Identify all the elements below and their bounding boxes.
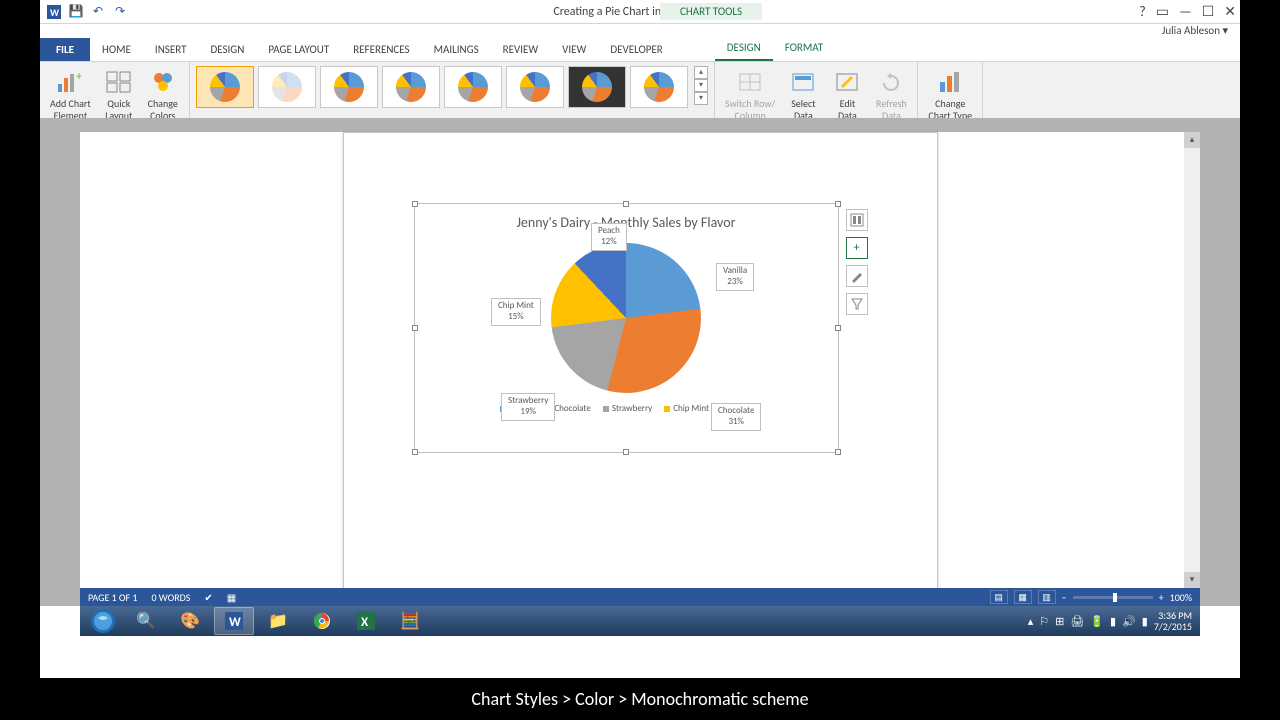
close-icon[interactable]: ✕: [1224, 3, 1236, 20]
chart-object[interactable]: Jenny's Dairy - Monthly Sales by Flavor …: [414, 203, 839, 453]
switch-row-column-button: Switch Row/ Column: [721, 66, 779, 124]
excel-icon[interactable]: X: [346, 607, 386, 635]
word-icon: W: [46, 4, 62, 20]
taskbar: 🔍 🎨 W 📁 X 🧮 ▴ ⚐ ⊞ 🖨 🔋 ▮ 🔊 ▮ 3:36 PM 7/2/…: [80, 606, 1200, 636]
tab-file[interactable]: FILE: [40, 38, 90, 61]
data-label-chocolate[interactable]: Chocolate31%: [711, 403, 761, 431]
chart-style-4[interactable]: [382, 66, 440, 108]
explorer-icon[interactable]: 📁: [258, 607, 298, 635]
chart-style-2[interactable]: [258, 66, 316, 108]
tab-page-layout[interactable]: PAGE LAYOUT: [256, 38, 341, 61]
zoom-level[interactable]: 100%: [1170, 591, 1192, 604]
page-indicator[interactable]: PAGE 1 OF 1: [88, 591, 137, 604]
magnifier-icon[interactable]: 🔍: [126, 607, 166, 635]
word-count[interactable]: 0 WORDS: [151, 591, 190, 604]
print-layout-icon[interactable]: ▦: [1014, 590, 1032, 604]
svg-text:+: +: [76, 70, 82, 84]
spellcheck-icon[interactable]: ✔: [204, 591, 212, 604]
help-icon[interactable]: ?: [1139, 3, 1146, 20]
tab-design[interactable]: DESIGN: [198, 38, 256, 61]
zoom-slider[interactable]: [1073, 596, 1153, 599]
chart-elements-icon[interactable]: +: [846, 237, 868, 259]
tab-references[interactable]: REFERENCES: [341, 38, 421, 61]
svg-text:W: W: [50, 6, 60, 19]
paint-icon[interactable]: 🎨: [170, 607, 210, 635]
redo-icon[interactable]: ↷: [112, 4, 128, 20]
tab-home[interactable]: HOME: [90, 38, 143, 61]
chart-filters-icon[interactable]: [846, 293, 868, 315]
tray-icon[interactable]: ⊞: [1055, 615, 1064, 628]
tab-developer[interactable]: DEVELOPER: [598, 38, 674, 61]
start-button[interactable]: [84, 607, 122, 635]
video-caption: Chart Styles > Color > Monochromatic sch…: [0, 678, 1280, 720]
gallery-up-icon[interactable]: ▴: [694, 66, 708, 79]
pie-chart[interactable]: [551, 243, 701, 393]
save-icon[interactable]: 💾: [68, 4, 84, 20]
tray-icon[interactable]: ⚐: [1039, 615, 1049, 628]
vertical-scrollbar[interactable]: ▴ ▾: [1184, 132, 1200, 588]
tray-icon[interactable]: 🖨: [1070, 615, 1084, 628]
user-name[interactable]: Julia Ableson: [1162, 24, 1220, 37]
minimize-icon[interactable]: —: [1179, 3, 1192, 20]
data-label-peach[interactable]: Peach12%: [591, 223, 627, 251]
macro-icon[interactable]: ▦: [227, 591, 236, 604]
tab-insert[interactable]: INSERT: [143, 38, 199, 61]
battery-icon[interactable]: 🔋: [1090, 615, 1104, 628]
document-area: Jenny's Dairy - Monthly Sales by Flavor …: [80, 132, 1200, 588]
legend-item-chip-mint[interactable]: Chip Mint: [664, 403, 709, 414]
undo-icon[interactable]: ↶: [90, 4, 106, 20]
scroll-up-icon[interactable]: ▴: [1184, 132, 1200, 148]
chrome-icon[interactable]: [302, 607, 342, 635]
legend-item-strawberry[interactable]: Strawberry: [603, 403, 652, 414]
clock[interactable]: 3:36 PM 7/2/2015: [1154, 610, 1196, 632]
data-label-chip-mint[interactable]: Chip Mint15%: [491, 298, 541, 326]
chart-legend[interactable]: VanillaChocolateStrawberryChip MintPeach: [415, 403, 838, 414]
tab-view[interactable]: VIEW: [550, 38, 598, 61]
maximize-icon[interactable]: ☐: [1202, 3, 1215, 20]
ribbon-tabs: FILE HOMEINSERTDESIGNPAGE LAYOUTREFERENC…: [40, 38, 1240, 62]
calculator-icon[interactable]: 🧮: [390, 607, 430, 635]
svg-text:X: X: [361, 615, 369, 630]
chart-style-1[interactable]: [196, 66, 254, 108]
status-bar: PAGE 1 OF 1 0 WORDS ✔ ▦ ▤ ▦ ▥ − + 100%: [80, 588, 1200, 606]
data-label-strawberry[interactable]: Strawberry19%: [501, 393, 555, 421]
chart-styles-icon[interactable]: [846, 265, 868, 287]
svg-text:W: W: [229, 615, 241, 630]
select-data-button[interactable]: Select Data: [783, 66, 823, 124]
chart-layout-options-icon[interactable]: [846, 209, 868, 231]
tab-chart-format[interactable]: FORMAT: [773, 36, 835, 61]
volume-icon[interactable]: 🔊: [1122, 615, 1136, 628]
zoom-in-icon[interactable]: +: [1159, 591, 1164, 604]
tab-chart-design[interactable]: DESIGN: [715, 36, 773, 61]
chart-tools-label: CHART TOOLS: [660, 3, 762, 20]
refresh-data-button: Refresh Data: [871, 66, 911, 124]
gallery-down-icon[interactable]: ▾: [694, 79, 708, 92]
page[interactable]: Jenny's Dairy - Monthly Sales by Flavor …: [343, 132, 938, 612]
chart-style-3[interactable]: [320, 66, 378, 108]
data-label-vanilla[interactable]: Vanilla23%: [716, 263, 754, 291]
zoom-out-icon[interactable]: −: [1062, 591, 1067, 604]
chart-style-8[interactable]: [630, 66, 688, 108]
read-mode-icon[interactable]: ▤: [990, 590, 1008, 604]
chart-styles-gallery[interactable]: [196, 66, 688, 108]
chart-style-6[interactable]: [506, 66, 564, 108]
ribbon-options-icon[interactable]: ▭: [1156, 3, 1169, 20]
tray-icon[interactable]: ▮: [1142, 615, 1148, 628]
network-icon[interactable]: ▮: [1110, 615, 1116, 628]
tab-mailings[interactable]: MAILINGS: [422, 38, 491, 61]
tab-review[interactable]: REVIEW: [491, 38, 551, 61]
show-hidden-icon[interactable]: ▴: [1028, 615, 1034, 628]
web-layout-icon[interactable]: ▥: [1038, 590, 1056, 604]
chart-style-7[interactable]: [568, 66, 626, 108]
title-bar: W 💾 ↶ ↷ Creating a Pie Chart in Word - W…: [40, 0, 1240, 24]
scroll-down-icon[interactable]: ▾: [1184, 572, 1200, 588]
word-taskbar-icon[interactable]: W: [214, 607, 254, 635]
change-chart-type-button[interactable]: Change Chart Type: [924, 66, 976, 124]
chart-style-5[interactable]: [444, 66, 502, 108]
gallery-more-icon[interactable]: ▾: [694, 92, 708, 105]
